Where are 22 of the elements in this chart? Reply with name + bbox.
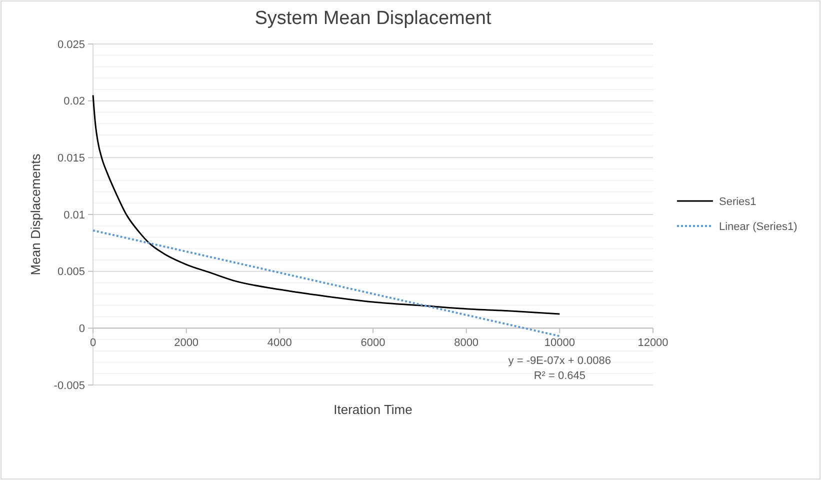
legend-label: Linear (Series1)	[719, 220, 798, 233]
y-tick-label: 0.025	[57, 38, 85, 51]
x-tick-label: 10000	[544, 337, 575, 350]
y-tick-label: 0.01	[64, 209, 85, 222]
line-series	[92, 94, 560, 315]
x-tick-label: 4000	[267, 337, 292, 350]
x-axis-title: Iteration Time	[334, 402, 412, 417]
x-tick-label: 8000	[454, 337, 479, 350]
x-tick-label: 12000	[638, 337, 668, 350]
annotation: y = -9E-07x + 0.0086	[508, 355, 612, 368]
legend-label: Series1	[719, 196, 756, 208]
y-axis-title: Mean Displacements	[28, 153, 43, 276]
y-tick-label: 0	[78, 323, 85, 336]
y-tick-label: -0.005	[54, 380, 85, 392]
x-tick-label: 0	[90, 337, 96, 350]
y-tick-label: 0.005	[57, 266, 85, 278]
x-tick-label: 2000	[174, 337, 199, 350]
y-tick-label: 0.015	[57, 152, 85, 165]
y-tick-label: 0.02	[64, 96, 85, 108]
annotation: R² = 0.645	[534, 370, 586, 382]
x-tick-label: 6000	[360, 337, 386, 350]
chart-title: System Mean Displacement	[254, 8, 492, 29]
